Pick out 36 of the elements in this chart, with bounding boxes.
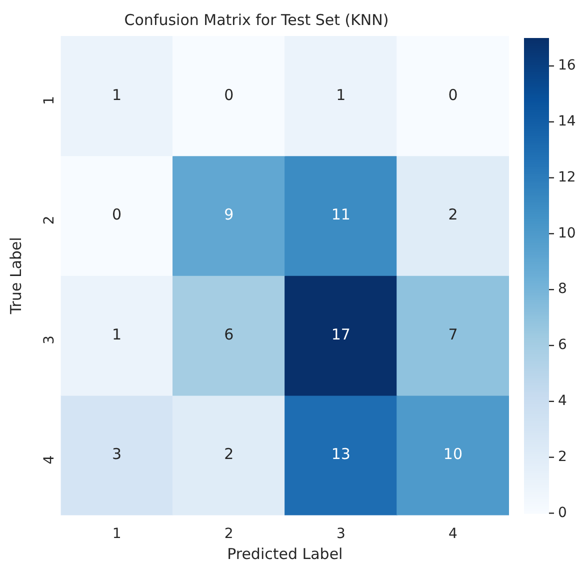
x-tick-label: 3 <box>336 526 346 542</box>
color-bar-label: 8 <box>558 281 567 298</box>
data-label: 1 <box>336 86 346 104</box>
y-tick-label: 3 <box>41 336 58 344</box>
data-label: 1 <box>112 325 122 344</box>
x-axis-title: Predicted Label <box>227 544 343 563</box>
x-tick-label: 1 <box>112 526 122 542</box>
color-bar-label: 0 <box>558 504 567 521</box>
color-bar-label: 14 <box>558 114 576 130</box>
data-label: 0 <box>224 86 234 104</box>
y-tick-label: 2 <box>41 216 58 225</box>
color-bar-label: 4 <box>558 393 567 410</box>
data-label: 11 <box>331 206 350 224</box>
x-tick-label: 4 <box>448 526 458 542</box>
data-label: 17 <box>331 325 350 344</box>
data-label: 9 <box>224 206 234 224</box>
data-label: 13 <box>331 445 350 464</box>
color-bar-label: 6 <box>558 337 567 354</box>
x-tick-label: 2 <box>224 526 234 542</box>
data-label: 1 <box>112 86 122 104</box>
color-bar-label: 12 <box>558 169 576 186</box>
chart-title: Confusion Matrix for Test Set (KNN) <box>124 10 389 29</box>
data-label: 2 <box>224 445 234 464</box>
y-tick-label: 1 <box>41 96 58 105</box>
data-label: 6 <box>224 325 234 344</box>
color-bar-label: 10 <box>558 225 576 242</box>
data-label: 2 <box>448 206 458 224</box>
data-label: 7 <box>448 325 458 344</box>
y-axis-title: True Label <box>6 237 25 316</box>
data-label: 0 <box>448 86 458 104</box>
color-bar-label: 16 <box>558 58 576 74</box>
data-label: 0 <box>112 206 122 224</box>
data-label: 3 <box>112 445 122 464</box>
data-label: 10 <box>443 445 463 464</box>
y-tick-label: 4 <box>41 455 58 464</box>
color-bar-label: 2 <box>558 448 567 465</box>
